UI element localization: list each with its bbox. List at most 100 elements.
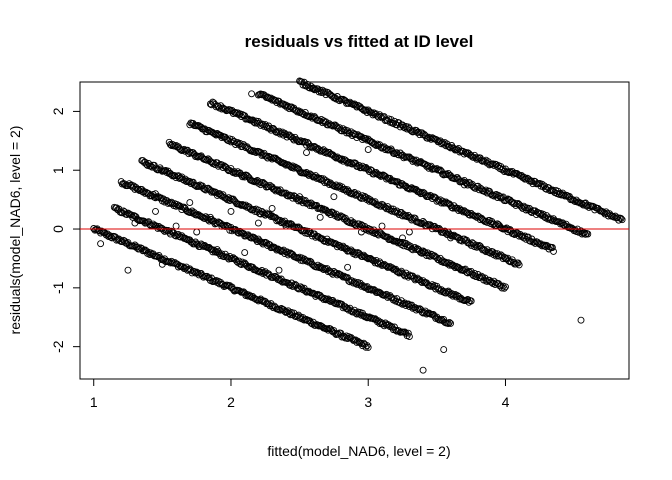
data-point [433, 136, 441, 144]
data-point [584, 230, 592, 238]
data-point [259, 179, 267, 186]
data-point [177, 233, 185, 241]
data-point [474, 242, 482, 250]
x-axis-label: fitted(model_NAD6, level = 2) [267, 443, 450, 459]
data-point [524, 233, 532, 241]
data-point [315, 322, 323, 330]
data-point [323, 325, 331, 333]
data-point [274, 128, 282, 136]
data-point [277, 129, 285, 137]
y-axis-label: residuals(model_NAD6, level = 2) [7, 126, 23, 335]
data-point [364, 166, 372, 174]
data-point [336, 242, 344, 250]
x-tick-label: 2 [227, 394, 235, 410]
data-point [217, 278, 225, 286]
data-point [232, 141, 239, 148]
data-point [275, 266, 283, 274]
data-point [441, 199, 449, 207]
data-point [412, 246, 420, 253]
data-point [513, 229, 521, 237]
data-point [330, 193, 338, 201]
data-point [402, 212, 410, 220]
data-point [193, 228, 201, 236]
data-point [241, 249, 249, 257]
data-point [373, 289, 381, 297]
data-point [364, 343, 372, 351]
data-point [291, 280, 299, 288]
data-point [227, 207, 235, 215]
data-point [176, 202, 183, 210]
data-point [452, 293, 460, 301]
data-point [168, 227, 175, 235]
data-point [602, 208, 610, 216]
data-point [419, 277, 427, 285]
data-point [467, 152, 475, 159]
data-point [378, 172, 386, 180]
data-point [478, 272, 485, 280]
data-point [213, 246, 221, 254]
data-point [447, 234, 455, 242]
data-point [397, 208, 405, 216]
data-point [395, 119, 403, 127]
data-point [399, 234, 406, 242]
data-point [444, 320, 452, 328]
data-point [416, 305, 424, 313]
data-point [447, 291, 455, 298]
data-point [176, 145, 183, 153]
data-point [468, 239, 476, 247]
data-point [385, 205, 393, 213]
data-point [499, 255, 507, 263]
data-point [440, 346, 448, 354]
data-point [235, 229, 243, 237]
data-point [293, 224, 301, 232]
data-point [387, 116, 395, 124]
data-point [311, 113, 318, 121]
data-point [440, 315, 448, 323]
data-point [206, 100, 214, 108]
data-point [442, 198, 450, 206]
data-point [332, 331, 340, 338]
data-point [400, 300, 408, 308]
data-point [268, 204, 276, 212]
data-point [250, 233, 258, 241]
data-point [464, 269, 472, 277]
data-point [216, 190, 223, 198]
data-point [331, 239, 339, 247]
data-point [411, 214, 419, 222]
data-point [296, 193, 304, 201]
data-point [497, 251, 505, 259]
data-point [379, 201, 387, 209]
data-point [548, 244, 556, 251]
x-tick-label: 3 [364, 394, 372, 410]
data-point [344, 186, 352, 194]
data-point [335, 300, 342, 308]
data-point [504, 168, 512, 176]
data-point [353, 338, 361, 346]
data-point [112, 233, 119, 241]
data-point [186, 148, 194, 156]
data-point [609, 212, 617, 220]
y-tick-label: -1 [50, 281, 66, 294]
data-point [412, 156, 420, 164]
y-tick-label: 0 [50, 225, 66, 233]
data-point [331, 153, 339, 161]
data-point [445, 261, 453, 269]
data-point [502, 283, 509, 291]
data-point [498, 166, 506, 174]
data-point [359, 281, 366, 289]
data-point [319, 206, 326, 214]
data-point [307, 171, 315, 179]
data-point [515, 261, 523, 269]
data-point [266, 125, 274, 133]
data-point [426, 221, 434, 229]
data-point [152, 207, 159, 215]
data-point [115, 205, 123, 213]
data-point [362, 343, 370, 351]
data-point [418, 279, 426, 287]
data-point [365, 227, 373, 235]
data-point [520, 202, 528, 210]
data-point [292, 135, 300, 143]
x-axis: 1 2 3 4 [90, 379, 510, 410]
data-point [300, 197, 308, 205]
y-tick-label: -2 [50, 340, 66, 353]
